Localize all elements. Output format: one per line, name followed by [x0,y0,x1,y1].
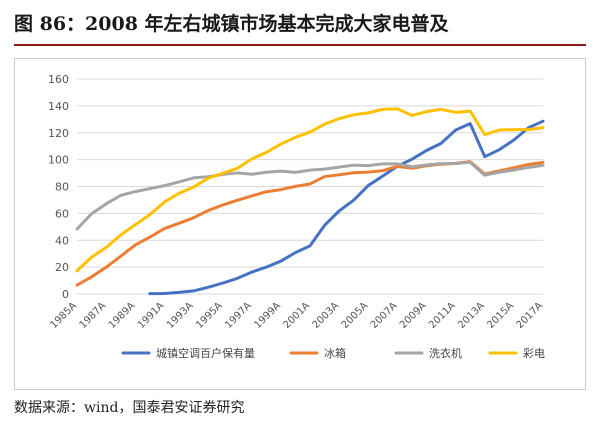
y-tick-label: 100 [48,154,69,167]
series-lines [75,107,545,296]
x-tick-label: 2015A [485,300,516,331]
x-tick-label: 1987A [78,300,109,331]
x-tick-label: 1995A [194,300,225,331]
x-tick-label: 2017A [515,300,546,331]
y-tick-label: 20 [55,261,69,274]
x-tick-label: 2007A [369,300,400,331]
x-tick-label: 2001A [282,300,313,331]
legend-label-0: 城镇空调百户保有量 [156,346,255,360]
grid-lines [77,78,543,295]
x-tick-label: 2013A [456,300,487,331]
y-tick-label: 140 [48,100,69,113]
y-tick-label: 80 [55,181,69,194]
y-tick-label: 120 [48,127,69,140]
series-line-2 [75,160,545,231]
y-tick-label: 40 [55,234,69,247]
chart-frame: 0 20 40 60 80 100 120 140 160 1985A 1987A 1989A 1991… [14,58,586,390]
source-note: 数据来源：wind，国泰君安证券研究 [14,400,245,416]
series-line-1 [75,160,545,287]
y-tick-label: 60 [55,207,69,220]
title-divider [14,44,586,46]
x-tick-label: 2011A [427,300,458,331]
legend-label-2: 洗衣机 [429,346,462,360]
series-line-0 [148,119,545,296]
x-tick-label: 1985A [49,300,80,331]
figure-title: 图 86：2008 年左右城镇市场基本完成大家电普及 [14,13,449,35]
x-tick-label: 1997A [223,300,254,331]
legend-label-3: 彩电 [523,347,545,360]
x-tick-label: 2009A [398,300,429,331]
line-chart: 0 20 40 60 80 100 120 140 160 1985A1987A1989A1991… [48,73,546,360]
legend: 城镇空调百户保有量 冰箱 洗衣机 彩电 [121,346,545,360]
x-tick-label: 1993A [165,300,196,331]
x-tick-label: 2005A [340,300,371,331]
y-tick-label: 160 [48,73,69,86]
series-line-3 [75,107,545,273]
x-tick-label: 2003A [311,300,342,331]
y-tick-label: 0 [62,288,69,301]
x-tick-label: 1989A [107,300,138,331]
legend-label-1: 冰箱 [324,346,346,360]
x-tick-label: 1999A [252,300,283,331]
x-tick-label: 1991A [136,300,167,331]
